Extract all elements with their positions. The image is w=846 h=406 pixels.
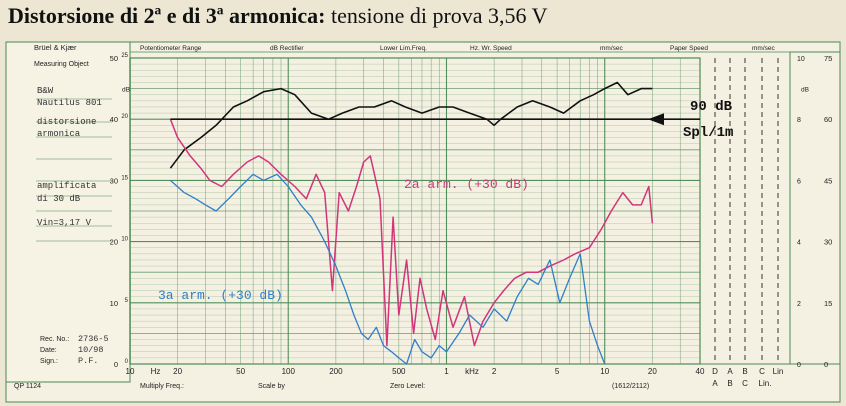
left-scale-outer-label: 50 xyxy=(110,54,118,63)
right-scale-inner-label: 10 xyxy=(797,56,805,63)
left-scale-outer-label: 10 xyxy=(110,299,118,308)
ref-level-label: 90 dB xyxy=(690,99,733,115)
rec-no-label: Rec. No.: xyxy=(40,336,69,343)
title-bold: Distorsione di 2ª e di 3ª armonica: xyxy=(8,3,326,28)
right-scale-inner-label: 2 xyxy=(797,301,801,308)
right-scale-inner-label: 6 xyxy=(797,178,801,185)
handwritten-note: Vin=3,17 V xyxy=(37,218,92,228)
ref-level-unit-label: Spl/1m xyxy=(683,125,733,141)
brand-label: Brüel & Kjær xyxy=(34,43,77,52)
header-field: Lower Lim.Freq. xyxy=(380,45,427,52)
zero-level-label: Zero Level: xyxy=(390,383,425,390)
series-third-harmonic xyxy=(169,173,606,365)
form-frame xyxy=(5,41,841,383)
x-tick-label: 10 xyxy=(126,367,135,376)
second-harmonic-label: 2a arm. (+30 dB) xyxy=(404,177,529,192)
series-layer xyxy=(169,81,700,365)
x-tick-label: 10 xyxy=(600,367,609,376)
weighting-top-label: B xyxy=(742,367,747,376)
x-tick-label: 50 xyxy=(236,367,245,376)
title-normal: tensione di prova 3,56 V xyxy=(325,3,548,28)
sign-value: P.F. xyxy=(78,356,98,366)
handwritten-note: armonica xyxy=(37,129,81,139)
weighting-top-label: A xyxy=(727,367,733,376)
header-field: Hz. Wr. Speed xyxy=(470,45,512,52)
weighting-bottom-label: Lin. xyxy=(759,379,772,388)
x-tick-label: 100 xyxy=(282,367,296,376)
right-scale-outer-label: 60 xyxy=(824,115,832,124)
third-harmonic-label: 3a arm. (+30 dB) xyxy=(158,288,283,303)
header-field: mm/sec xyxy=(752,45,776,52)
header-field: Potentiometer Range xyxy=(140,45,202,52)
left-scale-outer-label: 30 xyxy=(110,176,118,185)
qp-label: QP 1124 xyxy=(14,383,41,390)
paper-code-label: (1612/2112) xyxy=(612,383,649,390)
date-label: Date: xyxy=(40,347,57,354)
weighting-bottom-label: C xyxy=(742,379,748,388)
x-tick-label: 1 xyxy=(444,367,449,376)
weighting-top-label: C xyxy=(759,367,765,376)
x-tick-label: 2 xyxy=(492,367,497,376)
x-tick-label: 200 xyxy=(329,367,343,376)
right-scale-inner-label: 8 xyxy=(797,117,801,124)
left-scale-inner-label: 20 xyxy=(121,114,128,120)
x-tick-label: kHz xyxy=(465,367,479,376)
page-title: Distorsione di 2ª e di 3ª armonica: tens… xyxy=(8,3,548,29)
scale-by-label: Scale by xyxy=(258,383,285,390)
handwritten-note: amplificata xyxy=(37,181,97,191)
right-scale-outer-label: 15 xyxy=(824,299,832,308)
sign-label: Sign.: xyxy=(40,358,58,365)
weighting-top-label: D xyxy=(712,367,718,376)
weighting-bottom-label: B xyxy=(727,379,732,388)
reference-arrow-icon xyxy=(648,113,664,126)
left-scale-inner-label: 15 xyxy=(121,175,128,181)
left-scale-inner-label: 0 xyxy=(125,359,129,365)
x-tick-label: 20 xyxy=(648,367,657,376)
handwritten-note: Nautilus 801 xyxy=(37,98,102,108)
left-scale-inner-label: 10 xyxy=(121,237,128,243)
right-scale-inner-label: 4 xyxy=(797,240,801,247)
header-field: mm/sec xyxy=(600,45,624,52)
x-tick-label: 20 xyxy=(173,367,182,376)
right-scale-outer-label: 75 xyxy=(824,54,832,63)
handwritten-note: distorsione xyxy=(37,117,96,127)
handwritten-note: B&W xyxy=(37,86,54,96)
series-second-harmonic xyxy=(169,118,654,347)
right-scale-panel xyxy=(789,51,841,365)
left-scale-outer-label: 40 xyxy=(110,115,118,124)
right-scale-outer-label: 0 xyxy=(824,360,828,369)
x-tick-label: Hz xyxy=(151,367,161,376)
recorder-paper xyxy=(5,41,841,403)
right-scale-outer-label: 45 xyxy=(824,176,832,185)
left-scale-outer-label: 20 xyxy=(110,238,118,247)
x-tick-label: 40 xyxy=(696,367,705,376)
left-scale-inner-label: 5 xyxy=(125,298,129,304)
x-tick-label: 500 xyxy=(392,367,406,376)
series-fundamental xyxy=(169,81,653,169)
weighting-top-label: Lin xyxy=(773,367,784,376)
multiply-freq-label: Multiply Freq.: xyxy=(140,383,184,390)
form-text: Brüel & Kjær Measuring Object Potentiomete… xyxy=(14,43,832,390)
header-field: dB Rectifier xyxy=(270,45,304,52)
form-panel xyxy=(5,41,131,383)
left-scale-inner-label: 25 xyxy=(121,53,128,59)
x-tick-label: 5 xyxy=(555,367,560,376)
left-db-unit: dB xyxy=(122,87,130,94)
right-scale-outer-label: 30 xyxy=(824,238,832,247)
right-db-unit: dB xyxy=(801,87,809,94)
date-value: 10/98 xyxy=(78,345,104,355)
rec-no-value: 2736-5 xyxy=(78,334,109,344)
handwritten-note: di 30 dB xyxy=(37,194,81,204)
weighting-bottom-label: A xyxy=(712,379,718,388)
measuring-object-label: Measuring Object xyxy=(34,61,89,68)
left-scale-outer-label: 0 xyxy=(114,360,118,369)
header-field: Paper Speed xyxy=(670,45,708,52)
right-scale-inner-label: 0 xyxy=(797,362,801,369)
